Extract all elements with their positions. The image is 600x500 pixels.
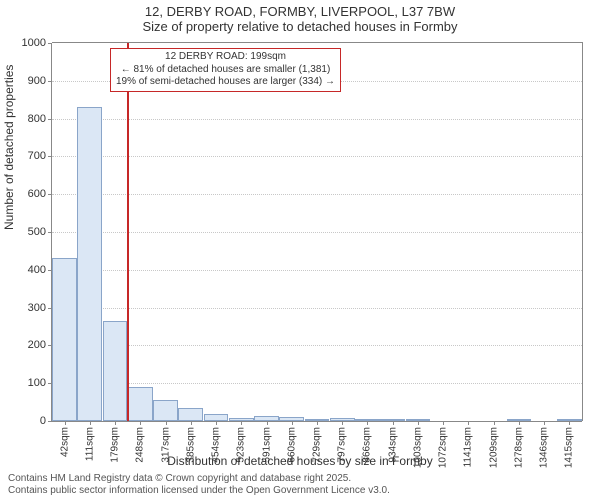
annotation-line: 12 DERBY ROAD: 199sqm: [116, 51, 335, 64]
gridline: [52, 156, 582, 157]
title-block: 12, DERBY ROAD, FORMBY, LIVERPOOL, L37 7…: [0, 0, 600, 34]
x-tick-label: 42sqm: [59, 427, 70, 457]
title-line-2: Size of property relative to detached ho…: [0, 19, 600, 34]
annotation-box: 12 DERBY ROAD: 199sqm← 81% of detached h…: [110, 48, 341, 92]
x-axis-label: Distribution of detached houses by size …: [0, 454, 600, 468]
annotation-line: 19% of semi-detached houses are larger (…: [116, 76, 335, 89]
footer-line-1: Contains HM Land Registry data © Crown c…: [8, 473, 390, 485]
histogram-bar: [153, 400, 178, 421]
gridline: [52, 119, 582, 120]
y-tick-label: 400: [28, 264, 46, 276]
footer-attribution: Contains HM Land Registry data © Crown c…: [8, 473, 390, 497]
gridline: [52, 232, 582, 233]
title-line-1: 12, DERBY ROAD, FORMBY, LIVERPOOL, L37 7…: [0, 4, 600, 19]
plot-area: 0100200300400500600700800900100042sqm111…: [52, 42, 583, 421]
y-axis-label: Number of detached properties: [2, 65, 16, 230]
y-tick-label: 200: [28, 339, 46, 351]
property-marker-line: [127, 43, 129, 421]
y-axis-line: [51, 43, 52, 421]
y-tick-label: 300: [28, 302, 46, 314]
gridline: [52, 345, 582, 346]
histogram-bar: [52, 258, 77, 421]
chart-container: 12, DERBY ROAD, FORMBY, LIVERPOOL, L37 7…: [0, 0, 600, 500]
gridline: [52, 194, 582, 195]
gridline: [52, 383, 582, 384]
annotation-line: ← 81% of detached houses are smaller (1,…: [116, 64, 335, 77]
histogram-bar: [178, 408, 203, 421]
histogram-bar: [128, 387, 153, 421]
footer-line-2: Contains public sector information licen…: [8, 485, 390, 497]
y-tick-label: 600: [28, 188, 46, 200]
y-tick-label: 900: [28, 75, 46, 87]
y-tick-label: 500: [28, 226, 46, 238]
gridline: [52, 308, 582, 309]
y-tick-label: 0: [40, 415, 46, 427]
y-tick-label: 700: [28, 150, 46, 162]
y-tick-label: 1000: [22, 37, 46, 49]
histogram-bar: [103, 321, 128, 421]
x-axis-line: [52, 421, 582, 422]
gridline: [52, 270, 582, 271]
histogram-bar: [77, 107, 102, 421]
y-tick-label: 800: [28, 113, 46, 125]
histogram-bar: [204, 414, 229, 421]
y-tick-label: 100: [28, 377, 46, 389]
